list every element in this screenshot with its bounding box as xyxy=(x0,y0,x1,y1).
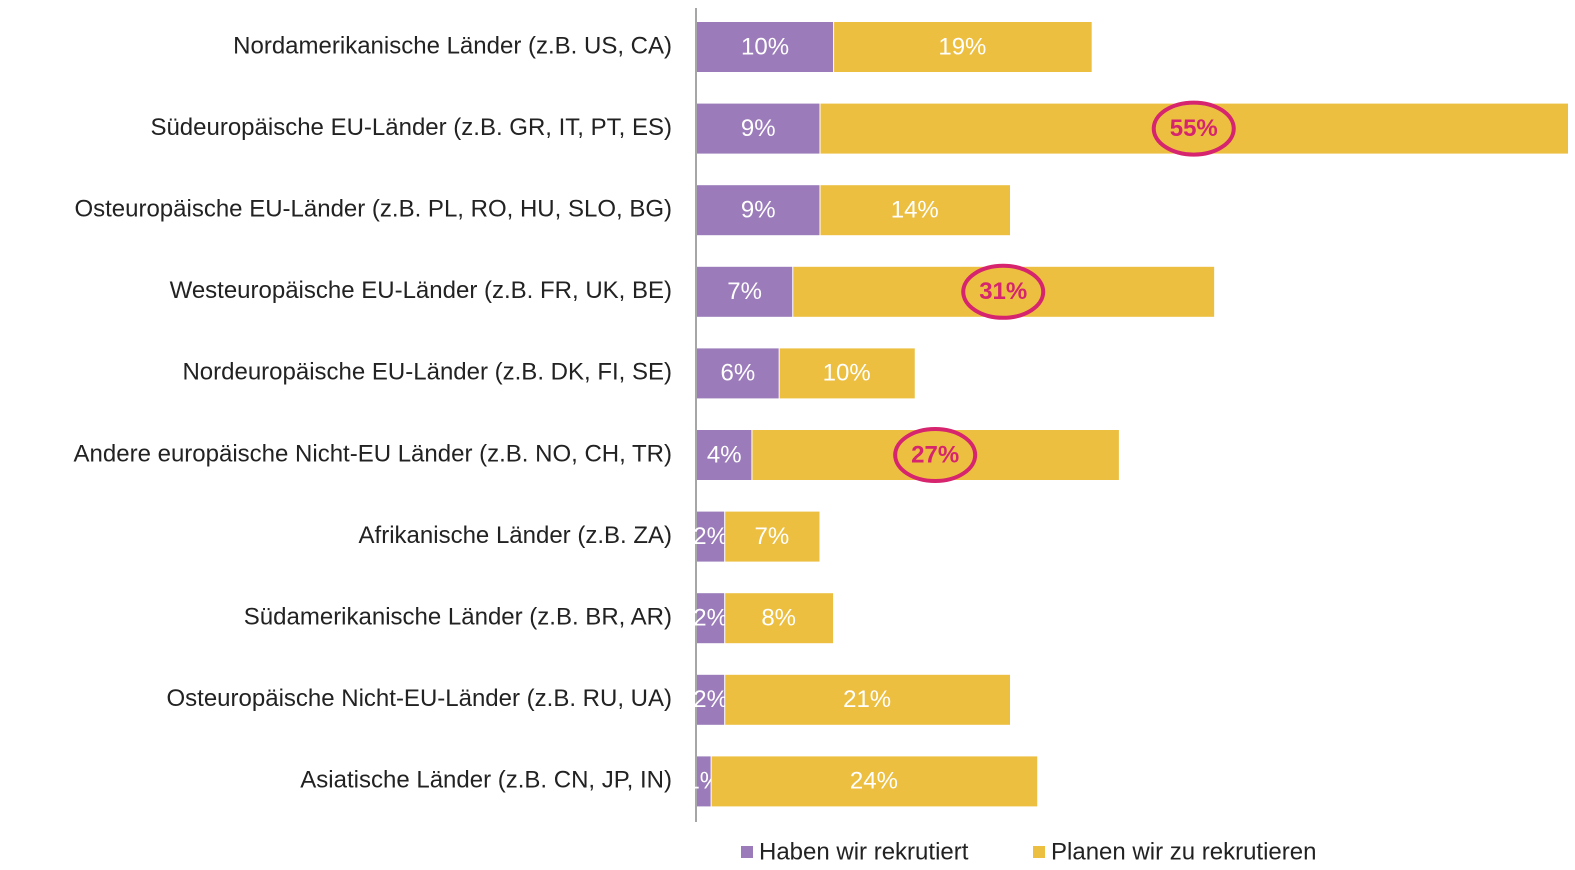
bar-segment xyxy=(779,348,915,399)
data-label: 24% xyxy=(850,768,898,795)
bar-segment xyxy=(697,756,711,807)
data-label: 9% xyxy=(741,115,776,142)
y-tick-label: Osteuropäische Nicht-EU-Länder (z.B. RU,… xyxy=(167,685,673,712)
bar-segment xyxy=(697,22,834,72)
y-tick-label: Nordeuropäische EU-Länder (z.B. DK, FI, … xyxy=(182,359,672,386)
bar-segment xyxy=(725,674,1011,725)
bar-segment xyxy=(697,103,820,154)
data-label: 14% xyxy=(891,197,939,224)
data-label: 19% xyxy=(938,33,986,60)
bar-segment xyxy=(697,266,793,317)
legend-swatch xyxy=(1033,846,1045,858)
highlight-circle xyxy=(961,263,1046,320)
bar-segment xyxy=(793,266,1215,317)
data-label: 6% xyxy=(720,360,755,387)
y-tick-label: Osteuropäische EU-Länder (z.B. PL, RO, H… xyxy=(74,196,672,223)
data-label: 2% xyxy=(693,605,728,632)
bar-segment xyxy=(711,756,1038,807)
bar-segment xyxy=(725,511,820,562)
data-label: 10% xyxy=(741,33,789,60)
legend-label: Haben wir rekrutiert xyxy=(759,838,969,865)
bar-segment xyxy=(697,674,725,725)
data-label: 55% xyxy=(1170,115,1218,142)
bar-segment xyxy=(752,430,1119,480)
data-label: 4% xyxy=(707,441,742,468)
highlight-circle xyxy=(1151,100,1236,157)
bar-segment xyxy=(697,430,752,480)
bar-segment xyxy=(725,593,834,644)
data-label: 8% xyxy=(761,605,796,632)
data-label: 31% xyxy=(979,278,1027,305)
legend-label: Planen wir zu rekrutieren xyxy=(1051,838,1316,865)
data-label: 2% xyxy=(693,686,728,713)
data-label: 7% xyxy=(755,523,790,550)
bar-segment xyxy=(697,593,725,644)
data-label: 7% xyxy=(727,278,762,305)
y-tick-label: Südeuropäische EU-Länder (z.B. GR, IT, P… xyxy=(150,114,672,141)
y-tick-label: Südamerikanische Länder (z.B. BR, AR) xyxy=(244,604,672,631)
bar-segment xyxy=(820,185,1011,236)
y-tick-label: Westeuropäische EU-Länder (z.B. FR, UK, … xyxy=(170,277,672,304)
data-label: 27% xyxy=(911,441,959,468)
legend-swatch xyxy=(741,846,753,858)
bar-segment xyxy=(820,103,1568,154)
bar-segment xyxy=(834,22,1092,72)
data-label: 2% xyxy=(693,523,728,550)
y-tick-label: Nordamerikanische Länder (z.B. US, CA) xyxy=(233,32,672,59)
y-tick-label: Andere europäische Nicht-EU Länder (z.B.… xyxy=(74,440,672,467)
data-label: 9% xyxy=(741,197,776,224)
bar-segment xyxy=(697,185,820,236)
bar-segment xyxy=(697,511,725,562)
data-label: 21% xyxy=(843,686,891,713)
y-tick-label: Afrikanische Länder (z.B. ZA) xyxy=(359,522,672,549)
data-label: 10% xyxy=(823,360,871,387)
bar-segment xyxy=(697,348,779,399)
y-tick-label: Asiatische Länder (z.B. CN, JP, IN) xyxy=(300,767,672,794)
highlight-circle xyxy=(893,427,978,483)
